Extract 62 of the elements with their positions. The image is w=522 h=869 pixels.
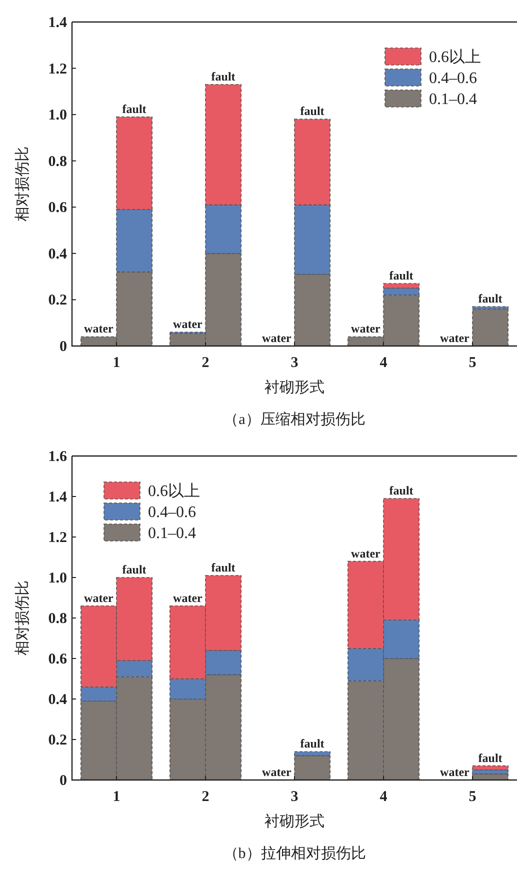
annotation: fault [211,69,236,84]
annotation: water [173,590,204,605]
y-tick-label: 1.4 [48,490,68,506]
text: （b）拉伸相对损伤比 [223,845,366,862]
y-tick-label: 0 [60,339,67,355]
bar [472,765,508,770]
y-tick-label: 0.2 [48,732,67,748]
y-tick-label: 1.0 [48,570,67,586]
annotation: water [173,317,204,332]
annotation: fault [478,292,502,306]
y-tick-label: 1.6 [48,449,68,465]
legend-label: 0.1–0.4 [148,525,196,542]
annotation: fault [389,268,414,283]
legend-label: 0.6以上 [429,48,481,66]
text: （a）压缩相对损伤比 [224,411,366,428]
legend-label: 0.6以上 [148,482,200,500]
x-tick-label: 1 [112,355,120,371]
annotation: water [351,322,382,336]
annotation: fault [478,750,502,765]
legend-label: 0.1–0.4 [429,91,477,108]
y-tick-label: 0.4 [48,246,68,262]
annotation: fault [300,736,324,751]
y-tick-label: 1.2 [48,530,67,546]
y-tick-label: 0.6 [48,652,68,668]
annotation: water [440,765,470,779]
y-tick-label: 0.8 [48,154,67,170]
x-tick-label: 5 [468,789,476,805]
annotation: fault [389,484,414,498]
annotation: water [262,331,292,345]
x-tick-label: 4 [380,355,388,371]
annotation: water [84,590,114,605]
annotation: fault [211,560,236,574]
x-tick-label: 3 [290,355,298,371]
x-axis-title: 衬砌形式 [264,379,324,396]
legend-label: 0.4–0.6 [148,504,196,521]
y-tick-label: 0.8 [48,611,67,627]
x-tick-label: 1 [112,789,120,805]
x-tick-label: 4 [380,789,388,805]
legend-label: 0.4–0.6 [429,70,477,87]
x-axis-title: 衬砌形式 [264,813,324,830]
y-tick-label: 1.2 [48,61,67,78]
x-tick-label: 2 [202,789,210,805]
annotation: water [262,765,292,779]
annotation: water [84,322,114,336]
x-tick-label: 5 [468,355,476,371]
y-axis-title: 相对损伤比 [14,146,31,222]
annotation: fault [300,104,324,118]
bar [294,755,330,780]
annotation: fault [122,562,146,576]
y-tick-label: 0.2 [48,292,67,309]
annotation: water [351,546,382,560]
y-tick-label: 0.4 [48,692,68,708]
x-tick-label: 3 [290,789,298,805]
y-tick-label: 1.0 [48,108,67,124]
x-tick-label: 2 [202,355,210,371]
y-axis-title: 相对损伤比 [14,580,31,656]
annotation: water [440,331,470,345]
bar [472,308,508,346]
y-tick-label: 0.6 [48,200,68,216]
y-tick-label: 0 [60,773,67,789]
y-tick-label: 1.4 [48,15,68,31]
annotation: fault [122,102,146,116]
